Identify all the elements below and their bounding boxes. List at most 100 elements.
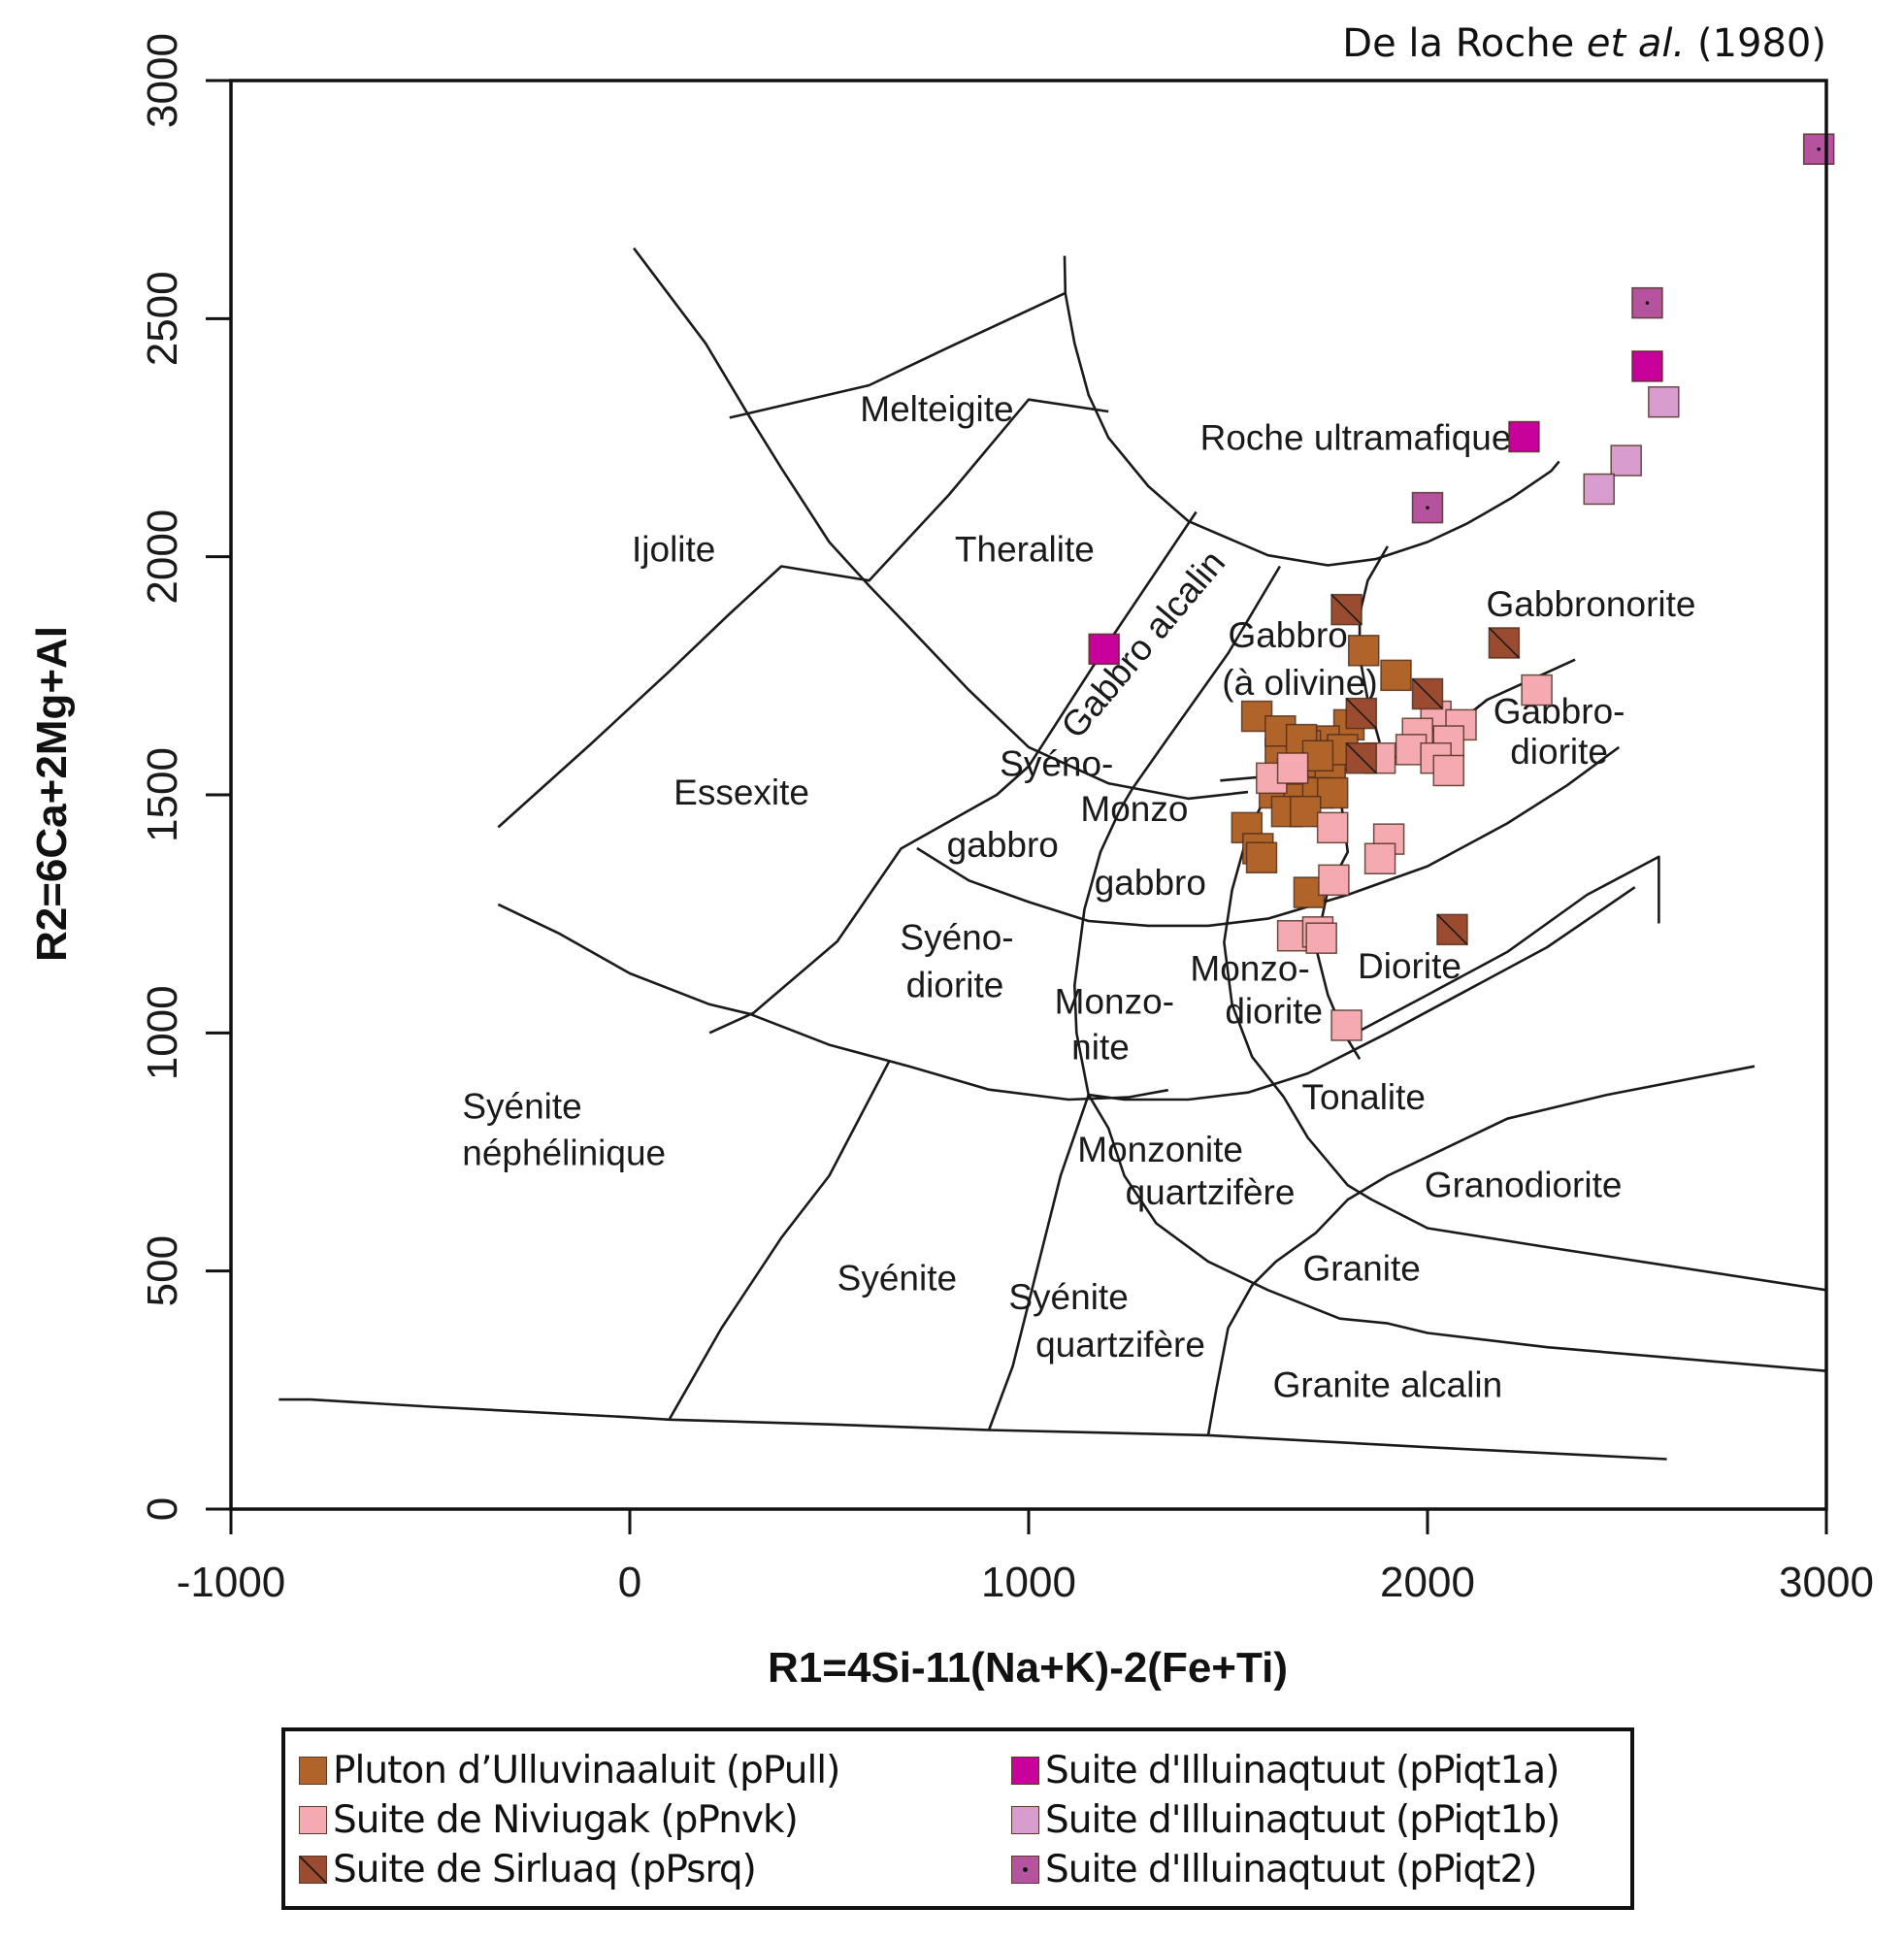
marker-dot bbox=[1817, 147, 1821, 151]
y-tick-label: 0 bbox=[139, 1497, 186, 1521]
legend-swatch-ppiqt2 bbox=[1011, 1856, 1039, 1884]
y-tick-label: 2000 bbox=[139, 510, 186, 605]
legend-swatch-ppiqt1a bbox=[1011, 1757, 1039, 1785]
data-point bbox=[1088, 633, 1120, 666]
data-point bbox=[1583, 473, 1615, 506]
marker-square bbox=[1347, 635, 1380, 667]
legend-swatch-ppsrq bbox=[299, 1856, 327, 1884]
y-tick-label: 3000 bbox=[139, 33, 186, 128]
data-point bbox=[1347, 635, 1380, 667]
legend-item-ppiqt1b: Suite d'Illuinaqtuut (pPiqt1b) bbox=[1011, 1798, 1560, 1842]
marker-diagonal bbox=[1345, 698, 1377, 730]
marker-square bbox=[1432, 754, 1465, 787]
boundary-line bbox=[497, 903, 1169, 1102]
boundary-line bbox=[1063, 255, 1560, 567]
chart-svg: Melteigite Ijolite Theralite Roche ultramaf… bbox=[28, 21, 1874, 1692]
marker-square bbox=[1088, 633, 1120, 666]
boundary-line bbox=[497, 398, 1109, 829]
data-point bbox=[1330, 593, 1362, 626]
marker-square bbox=[1316, 776, 1349, 809]
data-point bbox=[1432, 754, 1465, 787]
boundary-line bbox=[1223, 791, 1827, 1292]
boundary-line bbox=[916, 745, 1621, 928]
field-label: nite bbox=[1071, 1027, 1130, 1067]
field-label: diorite bbox=[1510, 732, 1608, 772]
boundary-line bbox=[729, 292, 1066, 419]
boundary-line bbox=[633, 247, 1249, 801]
data-point bbox=[1802, 133, 1835, 165]
marker-square bbox=[1276, 752, 1309, 784]
data-point bbox=[1345, 741, 1378, 774]
boundary-line bbox=[1088, 886, 1636, 1102]
marker-square bbox=[1583, 473, 1615, 506]
data-point bbox=[1345, 697, 1378, 730]
field-label: Monzo- bbox=[1055, 982, 1174, 1022]
data-point bbox=[1316, 811, 1349, 844]
marker-diagonal bbox=[1488, 627, 1520, 659]
data-point bbox=[1380, 659, 1412, 692]
field-label: Syénite bbox=[462, 1087, 581, 1127]
dot-glyph bbox=[1023, 1867, 1028, 1872]
legend-swatch-ppull bbox=[299, 1757, 327, 1785]
field-label: diorite bbox=[1225, 992, 1323, 1032]
marker-square bbox=[1631, 350, 1663, 382]
field-label: Monzonite bbox=[1077, 1130, 1243, 1169]
field-label: gabbro bbox=[947, 825, 1059, 865]
field-label: gabbro bbox=[1095, 863, 1206, 903]
marker-diagonal bbox=[1345, 742, 1377, 774]
legend-label: Suite de Sirluaq (pPsrq) bbox=[333, 1848, 757, 1891]
data-point bbox=[1508, 420, 1540, 453]
marker-diagonal bbox=[1330, 594, 1362, 626]
legend-label: Suite d'Illuinaqtuut (pPiqt2) bbox=[1045, 1848, 1538, 1891]
field-label: Granite bbox=[1303, 1248, 1421, 1288]
marker-dot bbox=[1645, 301, 1650, 305]
reference-italic: et al. bbox=[1587, 21, 1685, 66]
legend-swatch-ppiqt1b bbox=[1011, 1806, 1039, 1834]
field-label: Syénite bbox=[1008, 1277, 1128, 1317]
legend-item-ppsrq: Suite de Sirluaq (pPsrq) bbox=[299, 1848, 757, 1891]
field-label: Gabbronorite bbox=[1487, 584, 1696, 624]
data-point bbox=[1305, 922, 1337, 954]
x-axis-title: R1=4Si-11(Na+K)-2(Fe+Ti) bbox=[768, 1644, 1288, 1692]
field-label: Monzo- bbox=[1190, 948, 1309, 988]
data-point bbox=[1363, 842, 1396, 874]
y-axis-title: R2=6Ca+2Mg+Al bbox=[28, 626, 76, 962]
legend-item-ppiqt2: Suite d'Illuinaqtuut (pPiqt2) bbox=[1011, 1848, 1538, 1891]
marker-diagonal bbox=[1411, 677, 1444, 710]
legend-item-ppull: Pluton d’Ulluvinaaluit (pPull) bbox=[299, 1749, 840, 1792]
boundary-line bbox=[1073, 565, 1282, 1096]
field-label: Essexite bbox=[673, 773, 809, 812]
legend-item-ppnvk: Suite de Niviugak (pPnvk) bbox=[299, 1798, 799, 1842]
marker-square bbox=[1521, 674, 1553, 707]
marker-square bbox=[1363, 842, 1396, 874]
data-point bbox=[1276, 752, 1309, 784]
legend: Pluton d’Ulluvinaaluit (pPull) Suite de … bbox=[281, 1727, 1634, 1910]
field-label: Tonalite bbox=[1301, 1077, 1426, 1117]
y-tick-label: 500 bbox=[139, 1235, 186, 1306]
field-label: Monzo bbox=[1080, 789, 1188, 829]
marker-square bbox=[1318, 864, 1350, 897]
x-axis: -1000 0 1000 2000 3000 bbox=[177, 1509, 1874, 1606]
field-label: Syéno- bbox=[1000, 743, 1113, 783]
legend-label: Suite de Niviugak (pPnvk) bbox=[333, 1798, 799, 1842]
field-label: diorite bbox=[906, 966, 1004, 1005]
y-tick-label: 1000 bbox=[139, 985, 186, 1080]
x-tick-label: 3000 bbox=[1779, 1559, 1874, 1606]
data-point bbox=[1245, 841, 1278, 874]
x-tick-label: 0 bbox=[618, 1559, 641, 1606]
field-label: quartzifère bbox=[1126, 1172, 1296, 1212]
data-point bbox=[1318, 864, 1350, 897]
field-label: Granite alcalin bbox=[1273, 1365, 1503, 1405]
boundary-line bbox=[1087, 1094, 1827, 1372]
legend-label: Suite d'Illuinaqtuut (pPiqt1a) bbox=[1045, 1749, 1559, 1792]
x-tick-label: 2000 bbox=[1380, 1559, 1475, 1606]
y-axis: 0 500 1000 1500 2000 2500 3000 bbox=[139, 33, 231, 1521]
field-label: Ijolite bbox=[632, 530, 715, 570]
data-point bbox=[1648, 385, 1680, 418]
legend-item-ppiqt1a: Suite d'Illuinaqtuut (pPiqt1a) bbox=[1011, 1749, 1559, 1792]
marker-square bbox=[1289, 795, 1322, 828]
data-point bbox=[1488, 627, 1521, 659]
boundary-line bbox=[987, 1094, 1090, 1431]
field-label: néphélinique bbox=[462, 1134, 666, 1173]
data-points bbox=[1088, 133, 1835, 1041]
